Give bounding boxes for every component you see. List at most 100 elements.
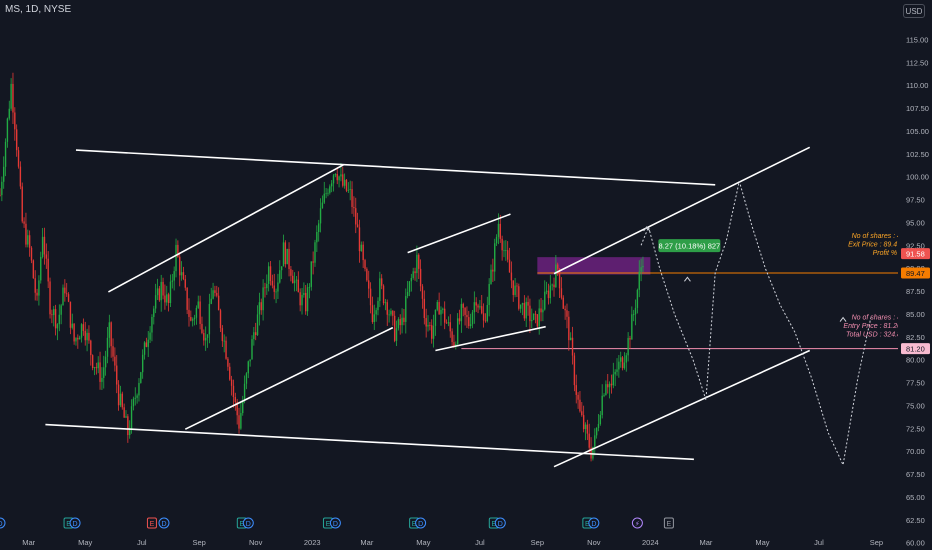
channel-1-lower	[184, 326, 394, 430]
candle-body	[329, 186, 331, 193]
earnings-upcoming-glyph: E	[667, 521, 672, 528]
candle-body	[141, 354, 144, 373]
candle-body	[416, 254, 418, 274]
candle-body	[449, 322, 451, 332]
candle-body	[620, 357, 622, 362]
candle-body	[518, 286, 520, 309]
candle-body	[60, 305, 62, 315]
candle-body	[269, 266, 272, 281]
candle-body	[614, 371, 616, 375]
candle-body	[147, 339, 149, 347]
price-axis: 60.00 62.50 65.00 67.50 70.00 72.50 75.00 77.50…	[898, 0, 932, 550]
candle-body	[479, 306, 481, 308]
candle-body	[114, 356, 116, 366]
candle-body	[395, 328, 398, 341]
dividend-glyph: D	[418, 521, 423, 528]
time-tick-label: Nov	[587, 538, 601, 547]
candle-body	[130, 406, 133, 430]
candle-body	[288, 248, 290, 270]
dividend-marker	[0, 517, 6, 529]
candle-body	[375, 310, 377, 315]
candle-body	[277, 282, 279, 292]
candle-body	[204, 337, 207, 341]
candle-body	[492, 269, 494, 272]
candle-body	[4, 141, 7, 167]
time-tick-label: Jul	[814, 538, 824, 547]
price-tick-label: 87.50	[906, 287, 925, 296]
candle-body	[132, 398, 135, 407]
candle-body	[338, 176, 340, 181]
candle-body	[516, 285, 518, 287]
candle-body	[1, 181, 3, 196]
exit-price-tag-box	[901, 267, 930, 279]
candle-body	[377, 300, 379, 311]
candle-body	[432, 325, 435, 339]
candle-body	[316, 231, 318, 243]
candle-body	[225, 340, 227, 359]
candle-body	[536, 314, 539, 327]
candle-body	[506, 250, 509, 260]
candle-body	[508, 259, 511, 273]
candle-body	[256, 314, 259, 336]
candle-body	[188, 309, 190, 317]
candle-body	[458, 318, 461, 322]
candle-body	[505, 250, 507, 252]
candle-body	[151, 316, 153, 333]
dividend-glyph: D	[333, 521, 338, 528]
price-tick-label: 60.00	[906, 539, 925, 548]
candle-body	[529, 305, 531, 322]
candle-body	[473, 302, 476, 313]
candle-body	[325, 193, 327, 195]
candle-body	[588, 433, 590, 448]
candle-body	[97, 362, 99, 369]
candle-body	[80, 324, 83, 338]
bottom-line	[45, 423, 694, 461]
candle-body	[36, 292, 38, 296]
dividend-marker	[329, 517, 341, 529]
dividend-glyph: D	[73, 521, 78, 528]
candle-body	[75, 337, 77, 342]
projection-arrowhead	[643, 226, 651, 232]
candle-body	[179, 256, 181, 276]
price-tick-label: 62.50	[906, 516, 925, 525]
last-price-tag-box	[901, 248, 930, 260]
candle-body	[217, 295, 220, 311]
candle-body	[382, 285, 385, 304]
candle-body	[184, 279, 186, 288]
candle-body	[240, 413, 242, 429]
candle-body	[431, 325, 433, 339]
candle-body	[243, 383, 246, 401]
candle-body	[19, 166, 22, 187]
candle-body	[247, 361, 249, 374]
candle-body	[629, 338, 631, 340]
candle-body	[453, 342, 455, 347]
candle-body	[514, 285, 516, 295]
candle-body	[90, 340, 92, 356]
candle-body	[162, 281, 164, 296]
candle-body	[612, 374, 615, 386]
candle-body	[310, 261, 312, 287]
candle-body	[99, 362, 101, 382]
candle-body	[495, 236, 498, 244]
entry-label: Total USD : 324.8	[846, 331, 901, 338]
candle-body	[101, 377, 103, 382]
candle-body	[40, 256, 42, 281]
time-tick-label: Sep	[531, 538, 544, 547]
candle-body	[373, 314, 375, 323]
currency-button[interactable]: USD	[903, 4, 925, 18]
candle-body	[631, 314, 633, 340]
candle-body	[23, 221, 25, 224]
candle-body	[557, 264, 559, 269]
candle-body	[195, 307, 198, 318]
symbol-title: MS, 1D, NYSE	[5, 4, 72, 15]
price-tick-label: 92.50	[906, 241, 925, 250]
candle-body	[388, 314, 390, 316]
candle-body	[175, 244, 177, 272]
candle-body	[210, 298, 212, 304]
candle-body	[427, 324, 429, 327]
candle-body	[581, 411, 583, 416]
channel-2-upper	[407, 213, 511, 254]
candle-body	[549, 285, 552, 299]
time-tick-label: May	[416, 538, 430, 547]
